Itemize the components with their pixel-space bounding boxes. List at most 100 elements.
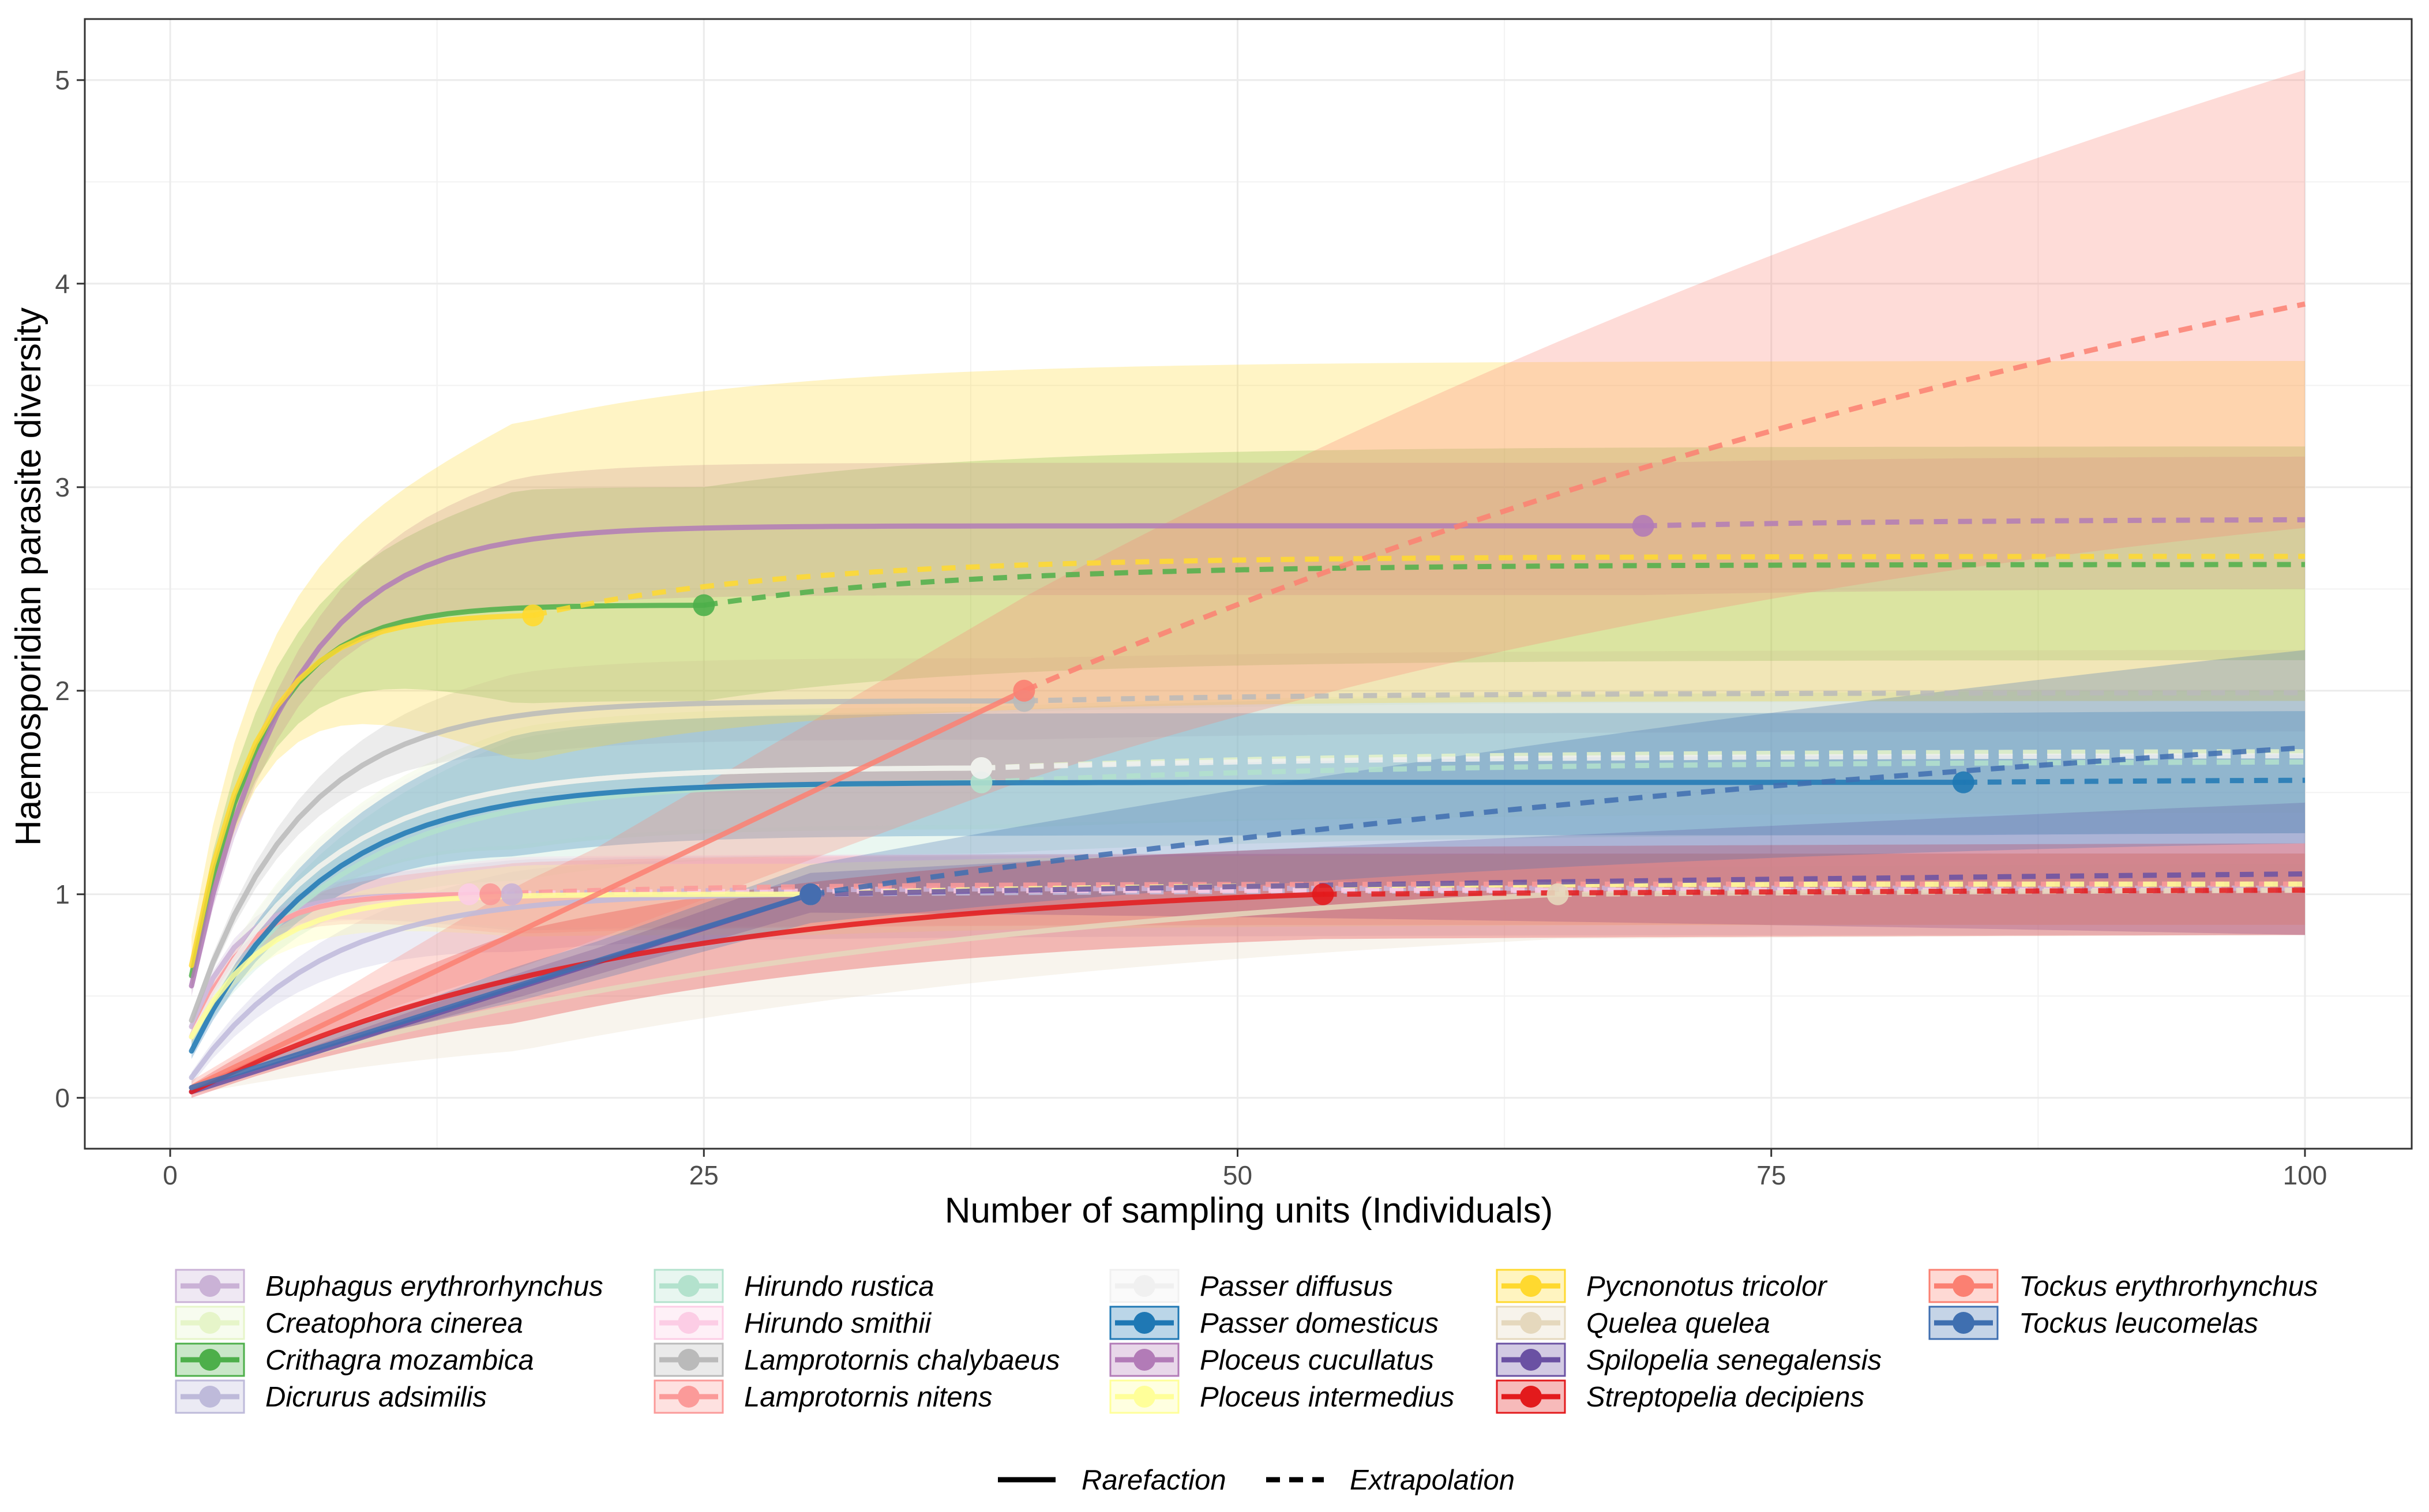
y-tick-label: 3	[55, 472, 70, 502]
legend-key-point	[199, 1386, 221, 1408]
legend-key-point	[199, 1312, 221, 1334]
legend-key-point	[1520, 1312, 1542, 1334]
rarefaction-line-16	[189, 688, 1027, 1090]
rarefaction-line-10	[189, 523, 1646, 989]
legend-item-5: Hirundo smithii	[654, 1306, 932, 1340]
x-tick-label: 50	[1223, 1160, 1252, 1190]
extrapolation-line-8	[981, 753, 2305, 771]
legend-label: Dicrurus adsimilis	[265, 1382, 487, 1413]
confidence-band-17	[192, 650, 2305, 1088]
legend-label: Hirundo rustica	[744, 1271, 934, 1302]
x-tick-label: 75	[1756, 1160, 1786, 1190]
confidence-band-12	[192, 361, 2305, 987]
legend-item-7: Lamprotornis nitens	[654, 1379, 992, 1414]
legend-label: Creatophora cinerea	[265, 1308, 523, 1339]
legend-label: Buphagus erythrorhynchus	[265, 1271, 603, 1302]
legend-item-17: Tockus leucomelas	[1928, 1306, 2258, 1340]
legend-label: Streptopelia decipiens	[1586, 1382, 1864, 1413]
confidence-band-7	[192, 853, 2305, 1043]
legend-key-point	[1520, 1386, 1542, 1408]
extrapolation-line-2	[703, 562, 2305, 608]
panel-border	[84, 18, 2413, 1150]
x-axis-title: Number of sampling units (Individuals)	[945, 1191, 1553, 1231]
extrapolation-line-12	[532, 554, 2306, 618]
rarefaction-line-13	[189, 892, 1561, 1090]
rarefaction-line-17	[189, 892, 813, 1090]
legend-item-12: Pycnonotus tricolor	[1496, 1269, 1827, 1303]
observed-point-0	[501, 883, 523, 905]
legend-label: Tockus erythrorhynchus	[2019, 1271, 2318, 1302]
extrapolation-line-17	[810, 745, 2306, 897]
legend-key-point	[1133, 1386, 1155, 1408]
legend-label: Spilopelia senegalensis	[1586, 1345, 1882, 1376]
legend-item-14: Spilopelia senegalensis	[1496, 1342, 1882, 1377]
legend-item-11: Ploceus intermedius	[1109, 1379, 1454, 1414]
observed-point-8	[970, 757, 993, 779]
y-axis-title: Haemosporidian parasite diversity	[9, 307, 48, 846]
legend-label: Lamprotornis chalybaeus	[744, 1345, 1060, 1376]
observed-point-5	[458, 883, 480, 905]
axes: 0 25 50 75 100 0 1 2 3 4 5	[55, 18, 2413, 1190]
legend-key-point	[678, 1275, 700, 1297]
legend-label: Tockus leucomelas	[2019, 1308, 2258, 1339]
legend-item-2: Crithagra mozambica	[175, 1342, 534, 1377]
legend-key-point	[1953, 1275, 1974, 1297]
legend-extrapolation-label: Extrapolation	[1350, 1465, 1515, 1496]
legend-label: Crithagra mozambica	[265, 1345, 534, 1376]
x-tick-label: 100	[2283, 1160, 2327, 1190]
observed-point-7	[479, 883, 502, 905]
legend-item-8: Passer diffusus	[1109, 1269, 1393, 1303]
extrapolation-line-10	[1643, 517, 2306, 529]
legend-item-3: Dicrurus adsimilis	[175, 1379, 487, 1414]
rarefaction-line-6	[189, 698, 1027, 1024]
confidence-band-2	[192, 446, 2305, 990]
confidence-band-9	[192, 711, 2305, 1059]
legend-item-0: Buphagus erythrorhynchus	[175, 1269, 603, 1303]
legend-item-16: Tockus erythrorhynchus	[1928, 1269, 2318, 1303]
species-legend: Buphagus erythrorhynchus Creatophora cine…	[175, 1269, 2318, 1414]
y-tick-label: 0	[55, 1083, 70, 1113]
confidence-band-13	[192, 863, 2305, 1094]
observed-point-10	[1632, 514, 1654, 537]
plot-area	[85, 19, 2412, 1149]
confidence-band-11	[192, 853, 2305, 1043]
confidence-band-3	[192, 853, 2305, 1085]
observed-point-17	[799, 883, 822, 905]
legend-label: Ploceus cucullatus	[1200, 1345, 1434, 1376]
x-tick-label: 0	[163, 1160, 178, 1190]
legend-item-4: Hirundo rustica	[654, 1269, 934, 1303]
legend-item-10: Ploceus cucullatus	[1109, 1342, 1434, 1377]
rarefaction-line-15	[189, 892, 1326, 1094]
legend-rarefaction-label: Rarefaction	[1082, 1465, 1226, 1496]
observed-point-13	[1546, 883, 1569, 905]
legend-item-15: Streptopelia decipiens	[1496, 1379, 1864, 1414]
legend-item-13: Quelea quelea	[1496, 1306, 1770, 1340]
legend-item-6: Lamprotornis chalybaeus	[654, 1342, 1060, 1377]
legend-label: Passer diffusus	[1200, 1271, 1393, 1302]
confidence-band-1	[192, 690, 2305, 1046]
y-tick-label: 2	[55, 676, 70, 706]
rarefaction-line-8	[189, 765, 984, 1040]
legend-label: Lamprotornis nitens	[744, 1382, 992, 1413]
observed-point-9	[1952, 771, 1974, 793]
x-tick-label: 25	[689, 1160, 719, 1190]
legend-key-point	[678, 1349, 700, 1371]
legend-key-point	[1520, 1349, 1542, 1371]
y-tick-label: 4	[55, 269, 70, 299]
legend-label: Hirundo smithii	[744, 1308, 932, 1339]
legend-label: Passer domesticus	[1200, 1308, 1439, 1339]
legend-key-point	[1133, 1349, 1155, 1371]
extrapolation-line-15	[1323, 887, 2306, 897]
observed-point-12	[522, 604, 545, 627]
legend-key-point	[678, 1312, 700, 1334]
confidence-band-15	[192, 843, 2305, 1098]
legend-key-point	[199, 1275, 221, 1297]
legend-label: Ploceus intermedius	[1200, 1382, 1454, 1413]
legend-key-point	[678, 1386, 700, 1408]
rarefaction-line-12	[189, 612, 536, 968]
legend-key-point	[1133, 1275, 1155, 1297]
observed-point-2	[693, 594, 715, 616]
legend-key-point	[1520, 1275, 1542, 1297]
linetype-legend: Rarefaction Extrapolation	[998, 1465, 1515, 1496]
